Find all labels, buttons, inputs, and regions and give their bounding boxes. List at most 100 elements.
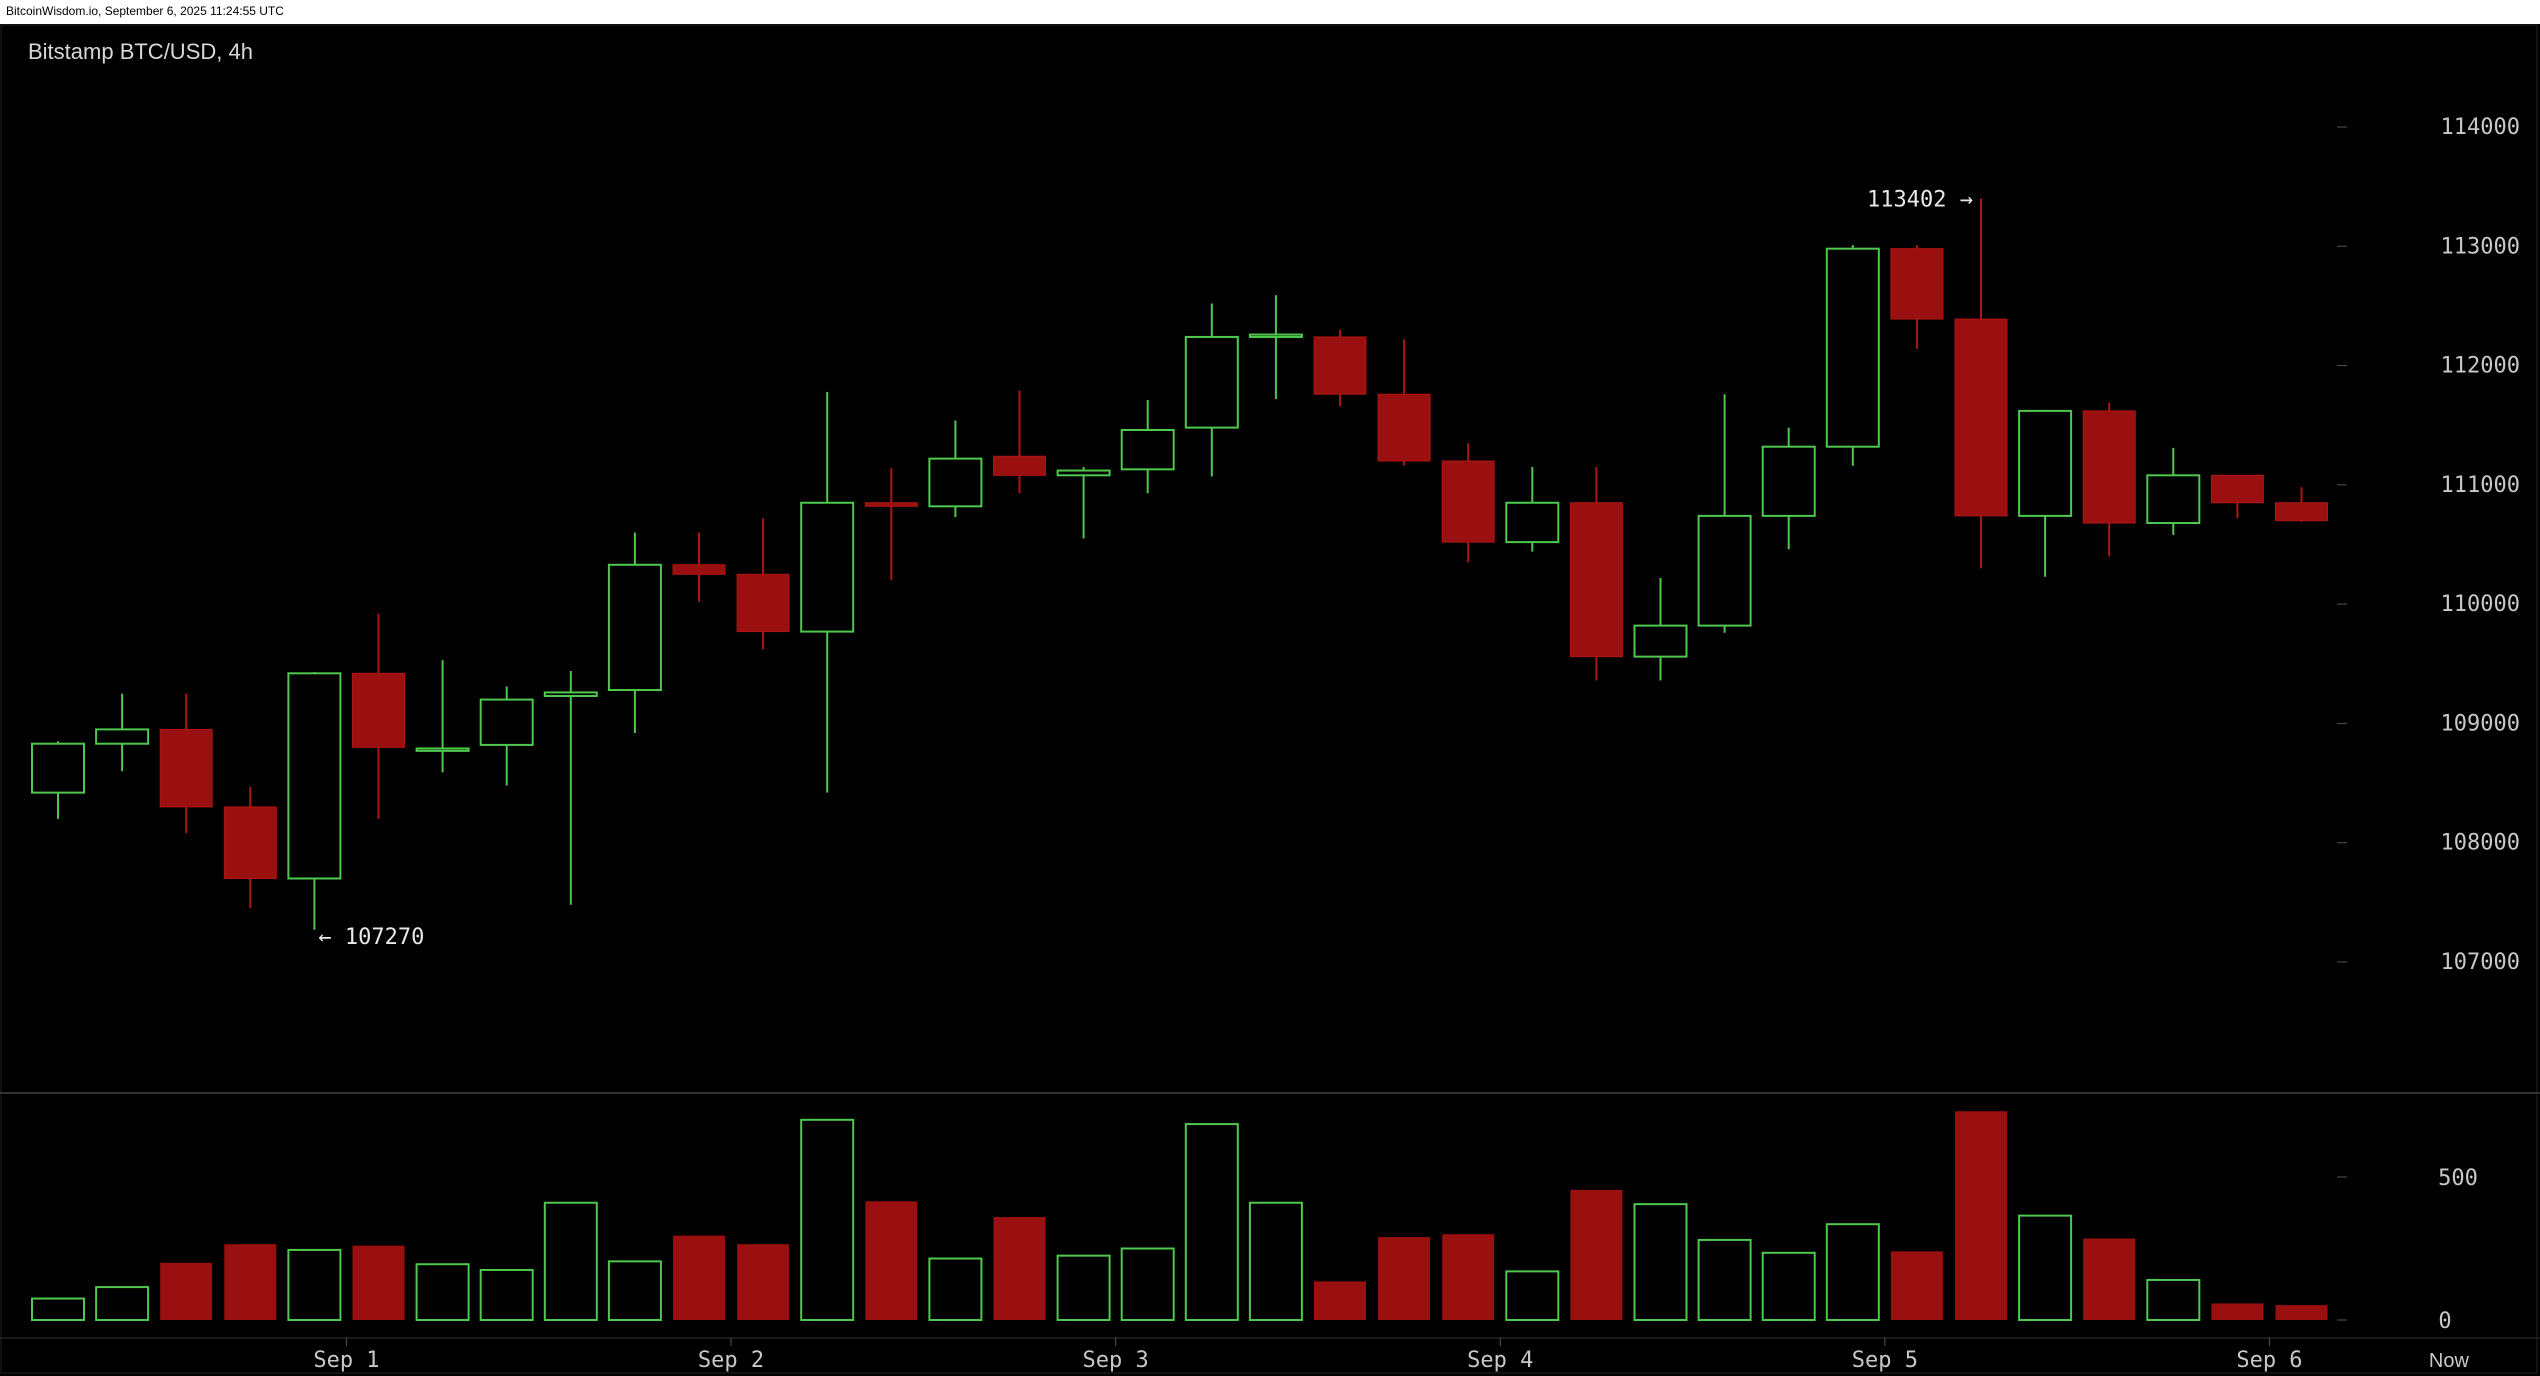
time-tick-label: Sep 4: [1467, 1348, 1533, 1373]
candle-body-up: [1761, 445, 1816, 517]
candle-body-up: [1697, 514, 1752, 627]
volume-bar-down: [1442, 1234, 1495, 1320]
candle-body-up: [415, 747, 470, 752]
volume-axis: 0 500: [2337, 1166, 2478, 1334]
volume-bar-down: [224, 1244, 277, 1320]
time-tick-label: Sep 6: [2236, 1348, 2302, 1373]
time-axis: Sep 1 Sep 2 Sep 3 Sep 4 Sep 5 Sep 6 Now: [313, 1338, 2469, 1373]
price-tick-label: 110000: [2441, 592, 2520, 617]
candle-body-down: [993, 455, 1046, 476]
price-tick-label: 108000: [2441, 831, 2520, 856]
volume-bar-up: [2146, 1278, 2201, 1321]
volume-bar-up: [800, 1118, 855, 1322]
candle-body-up: [1505, 501, 1560, 544]
candle-body-down: [864, 502, 918, 507]
candle-body-down: [352, 672, 405, 748]
chart-title: Bitstamp BTC/USD, 4h: [28, 39, 253, 64]
volume-bar-down: [673, 1235, 725, 1320]
candle-body-down: [736, 573, 790, 633]
high-price-annotation: 113402 →: [1867, 187, 1973, 212]
volume-tick-label: 0: [2438, 1309, 2451, 1334]
price-tick-label: 112000: [2441, 354, 2520, 379]
candle-body-down: [2082, 410, 2136, 524]
candle-body-up: [543, 691, 598, 697]
candle-body-up: [31, 742, 85, 794]
candle-body-down: [223, 806, 277, 880]
volume-bar-up: [415, 1263, 470, 1321]
price-tick-label: 109000: [2441, 711, 2520, 736]
candle-body-down: [1954, 318, 2008, 517]
volume-bar-down: [737, 1244, 790, 1320]
volume-bar-up: [95, 1286, 150, 1321]
candle-body-down: [1313, 336, 1367, 395]
price-tick-label: 111000: [2441, 473, 2520, 498]
price-tick-label: 114000: [2441, 115, 2520, 140]
volume-bar-down: [1890, 1251, 1943, 1320]
candle-body-down: [1569, 502, 1623, 658]
chart-border: [0, 24, 2538, 1374]
candle-body-down: [1377, 393, 1431, 462]
chart-frame: [0, 24, 2540, 1376]
source-timestamp: BitcoinWisdom.io, September 6, 2025 11:2…: [6, 4, 284, 18]
candle-body-up: [1184, 335, 1239, 429]
volume-bar-up: [1184, 1123, 1239, 1321]
candle-body-up: [287, 672, 342, 880]
volume-bar-up: [1248, 1201, 1303, 1321]
volume-bar-down: [1378, 1237, 1431, 1320]
candle-body-down: [2275, 502, 2328, 522]
time-tick-label: Sep 2: [698, 1348, 764, 1373]
volume-bar-up: [1761, 1251, 1816, 1322]
volume-bar-down: [160, 1262, 213, 1320]
volume-bar-down: [1570, 1189, 1623, 1320]
volume-bar-down: [865, 1201, 918, 1320]
candle-body-down: [159, 728, 213, 808]
volume-bar-up: [607, 1260, 662, 1321]
low-price-annotation: ← 107270: [318, 925, 424, 950]
time-tick-label: Now: [2429, 1350, 2470, 1372]
volume-tick-label: 500: [2438, 1166, 2478, 1191]
annotations: ← 107270 113402 →: [318, 187, 1973, 949]
volume-bars: [31, 1111, 2328, 1322]
candle-body-up: [2146, 474, 2201, 525]
volume-bar-up: [287, 1248, 342, 1322]
volume-bar-down: [1314, 1281, 1366, 1320]
volume-bar-up: [2018, 1214, 2073, 1321]
volume-bar-up: [1633, 1203, 1688, 1322]
price-chart: Bitstamp BTC/USD, 4h 1070001080001090001…: [0, 24, 2540, 1374]
candle-body-up: [1120, 428, 1175, 471]
volume-bar-down: [993, 1217, 1046, 1320]
candle-body-up: [2018, 409, 2073, 517]
price-tick-label: 113000: [2441, 234, 2520, 259]
candles: [31, 198, 2328, 930]
candle-body-down: [1890, 248, 1944, 320]
candle-body-up: [1056, 469, 1111, 477]
price-tick-label: 107000: [2441, 950, 2520, 975]
candle-body-up: [1825, 247, 1880, 448]
source-header: BitcoinWisdom.io, September 6, 2025 11:2…: [0, 0, 2540, 24]
time-tick-label: Sep 3: [1083, 1348, 1149, 1373]
volume-bar-up: [1056, 1254, 1111, 1322]
volume-bar-up: [1120, 1247, 1175, 1321]
candle-body-up: [800, 501, 855, 633]
time-tick-label: Sep 5: [1852, 1348, 1918, 1373]
candle-body-up: [479, 698, 534, 746]
candle-body-up: [1633, 624, 1688, 658]
candle-body-up: [607, 563, 662, 692]
candle-body-down: [1441, 460, 1495, 543]
candle-body-up: [95, 728, 150, 745]
volume-bar-up: [543, 1201, 598, 1321]
volume-bar-down: [352, 1245, 405, 1320]
candle-body-up: [1248, 333, 1303, 338]
volume-bar-up: [31, 1297, 85, 1322]
candle-body-down: [672, 564, 726, 575]
volume-bar-down: [2083, 1238, 2136, 1320]
candle-body-up: [928, 457, 983, 508]
volume-bar-down: [2211, 1303, 2264, 1320]
price-axis: 107000 108000 109000 110000 111000 112000 1130…: [2337, 115, 2520, 975]
time-tick-label: Sep 1: [313, 1348, 379, 1373]
volume-bar-up: [1505, 1270, 1560, 1322]
volume-bar-up: [928, 1257, 983, 1322]
volume-bar-up: [1697, 1238, 1752, 1322]
volume-bar-down: [1955, 1111, 2007, 1320]
volume-bar-up: [1825, 1223, 1880, 1321]
